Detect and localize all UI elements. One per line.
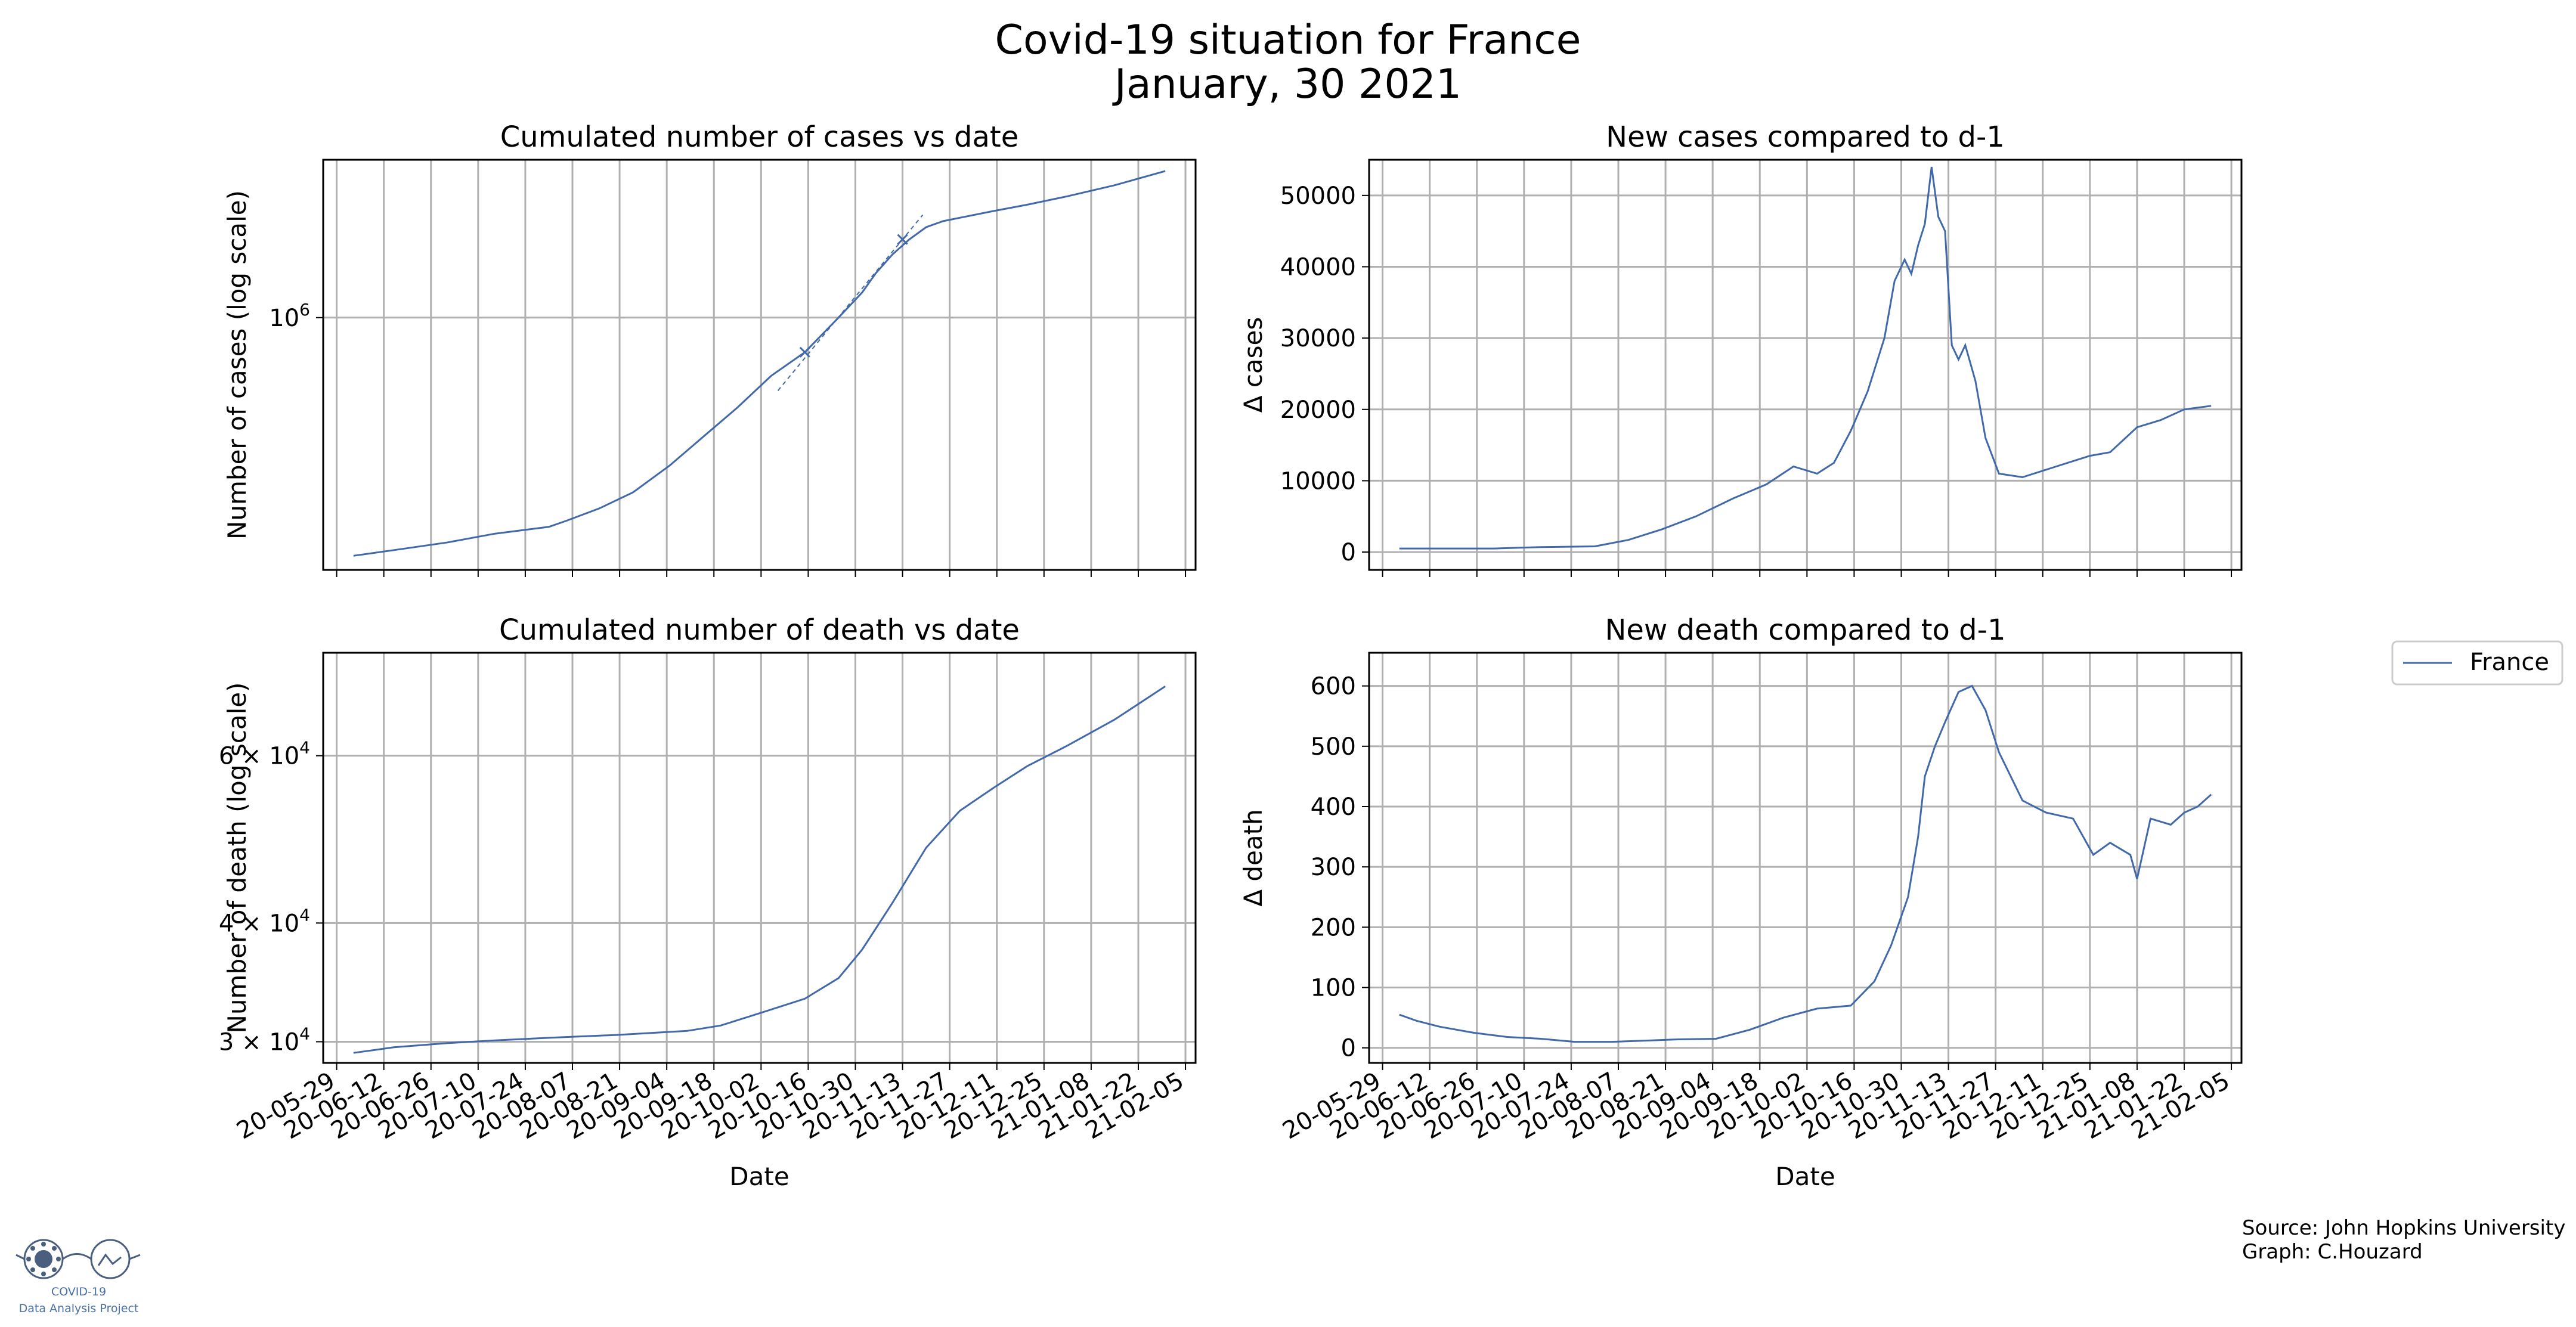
fit-range-marker [897, 234, 908, 245]
y-tick-label: 106 [269, 300, 310, 332]
x-axis-label: Date [1775, 1162, 1835, 1191]
y-tick-label: 600 [1311, 673, 1356, 700]
new-cases-chart: 0 10000 20000 30000 40000 50000 New cases comp… [1239, 120, 2243, 577]
logo-text-line1: COVID-19 [51, 1285, 106, 1298]
plot-frame [322, 159, 1197, 571]
source-line: Source: John Hopkins University [2242, 1216, 2566, 1240]
series-line-france [353, 685, 1166, 1054]
y-tick-label: 6 × 104 [219, 738, 310, 770]
y-tick-label: 4 × 104 [219, 905, 310, 937]
y-tick-label: 300 [1311, 854, 1356, 881]
figure-title-line1: Covid-19 situation for France [995, 17, 1581, 64]
cumulated-cases-chart: 106 Cumulated number of cases vs date Numb… [222, 120, 1197, 577]
y-axis-label: Δ cases [1239, 317, 1268, 413]
subplot-title: New cases compared to d-1 [1606, 120, 2005, 154]
legend: France [2391, 640, 2563, 686]
figure-title-line2: January, 30 2021 [1112, 61, 1462, 108]
plot-frame [322, 652, 1197, 1064]
y-tick-label: 3 × 104 [219, 1024, 310, 1056]
graph-credit-line: Graph: C.Houzard [2242, 1240, 2423, 1264]
plot-frame [1368, 159, 2243, 571]
legend-box [2391, 640, 2563, 686]
y-tick-label: 0 [1341, 1035, 1356, 1062]
y-tick-label: 0 [1341, 539, 1356, 566]
legend-label: France [2470, 649, 2549, 676]
series-line-france [353, 170, 1166, 557]
y-axis-label: Number of cases (log scale) [222, 190, 252, 540]
y-tick-label: 30000 [1280, 325, 1356, 352]
y-axis-label: Δ death [1239, 809, 1268, 906]
cumulated-death-chart: 20-05-2920-06-1220-06-2620-07-1020-07-24… [219, 613, 1197, 1191]
virus-and-glasses-logo-icon: COVID-19 Data Analysis Project [16, 1239, 141, 1315]
y-tick-label: 400 [1311, 793, 1356, 821]
x-axis-label: Date [729, 1162, 789, 1191]
y-tick-label: 10000 [1280, 467, 1356, 495]
y-tick-label: 100 [1311, 975, 1356, 1002]
y-axis-label: Number of death (log scale) [222, 683, 252, 1034]
y-tick-label: 500 [1311, 733, 1356, 761]
y-tick-label: 50000 [1280, 182, 1356, 210]
fit-range-marker [799, 346, 810, 358]
new-death-chart: 20-05-2920-06-1220-06-2620-07-1020-07-24… [1239, 613, 2243, 1191]
y-tick-label: 200 [1311, 914, 1356, 941]
series-line-france [1399, 684, 2212, 1043]
plot-frame [1368, 652, 2243, 1064]
y-tick-label: 40000 [1280, 253, 1356, 281]
subplot-title: Cumulated number of cases vs date [500, 120, 1019, 154]
y-tick-label: 20000 [1280, 396, 1356, 424]
series-line-france [1399, 166, 2212, 550]
source-note: Source: John Hopkins University Graph: C… [2242, 1216, 2565, 1264]
subplot-title: New death compared to d-1 [1605, 613, 2006, 647]
logo-text-line2: Data Analysis Project [19, 1302, 139, 1315]
subplot-title: Cumulated number of death vs date [499, 613, 1020, 647]
